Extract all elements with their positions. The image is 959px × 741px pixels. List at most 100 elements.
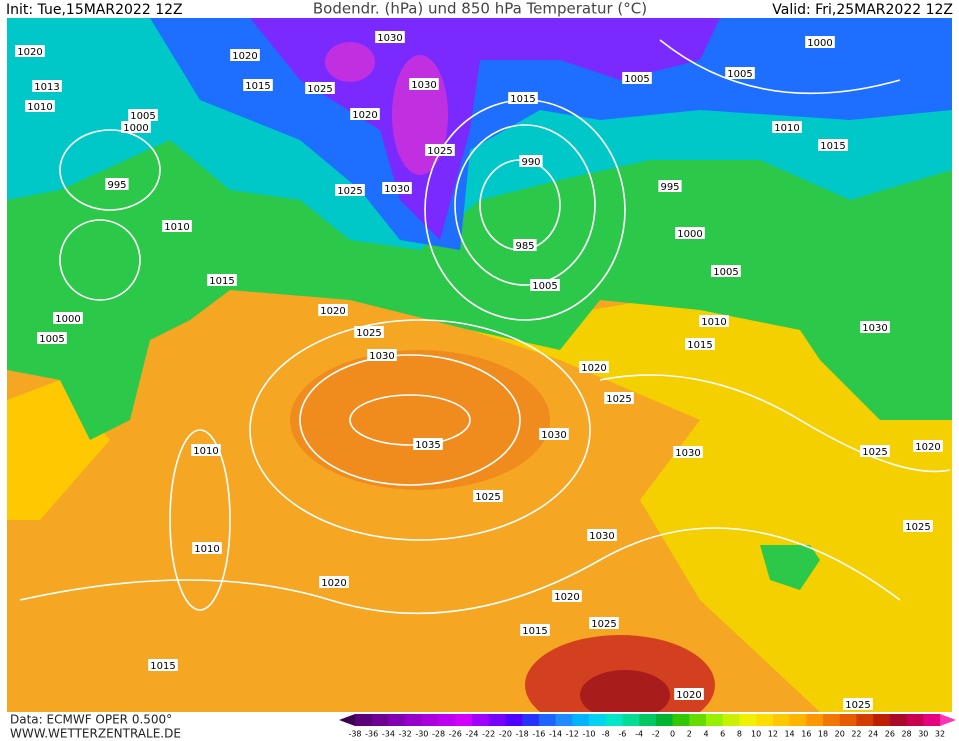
isobar-label-box	[725, 67, 755, 79]
field-coldest	[392, 55, 448, 175]
colorbar-swatch	[772, 714, 791, 726]
colorbar-tick-label: -6	[618, 730, 626, 739]
isobar-label-box	[685, 338, 715, 350]
isobar-label: 1020	[581, 363, 606, 374]
colorbar-swatch	[421, 714, 440, 726]
isobar-label-box	[604, 392, 634, 404]
isobar-label-box	[903, 520, 933, 532]
colorbar-swatch	[355, 714, 373, 726]
isobar-label-box	[520, 624, 550, 636]
isobar-label: 1010	[193, 446, 218, 457]
isobar-label-box	[587, 529, 617, 541]
isobar-label: 1010	[27, 102, 52, 113]
isobar-label: 1005	[532, 281, 557, 292]
isobar	[59, 219, 141, 301]
isobar-label: 1020	[320, 306, 345, 317]
colorbar-tick-label: 20	[835, 730, 845, 739]
isobar-label-box	[15, 45, 45, 57]
isobar-label: 1015	[522, 626, 547, 637]
isobar-label: 1025	[307, 84, 332, 95]
colorbar-tick-label: -28	[432, 730, 445, 739]
colorbar-tick-label: 16	[801, 730, 811, 739]
colorbar-tick-label: 6	[720, 730, 725, 739]
field-cool	[7, 120, 952, 440]
isobar-label-box	[913, 440, 943, 452]
colorbar-swatch	[789, 714, 807, 726]
colorbar-tick-label: 10	[751, 730, 761, 739]
colorbar-swatch	[505, 714, 523, 726]
isobar-label-box	[413, 438, 443, 450]
isobar-label: 1030	[589, 531, 614, 542]
isobar-label-box	[375, 31, 405, 43]
colorbar-tick-label: -4	[635, 730, 643, 739]
colorbar-tick-label: 22	[851, 730, 861, 739]
colorbar-tick-label: 14	[784, 730, 794, 739]
isobar-label: 1030	[411, 80, 436, 91]
isobar-label: 1030	[675, 448, 700, 459]
isobar-label: 985	[515, 241, 534, 252]
colorbar-swatch	[806, 714, 824, 726]
colorbar: -38 -36 -34 -32 -30 -28 -26 -24 -22 -20 -18 -16 -14-…	[339, 714, 956, 739]
isobar-label: 1020	[352, 110, 377, 121]
colorbar-tick-label: 26	[885, 730, 895, 739]
isobar-label: 1010	[164, 222, 189, 233]
colorbar-swatch	[639, 714, 657, 726]
isobar-label-box	[25, 100, 55, 112]
isobar-label-box	[589, 617, 619, 629]
isobar	[349, 394, 471, 446]
isobar-label: 1020	[232, 51, 257, 62]
colorbar-tick-label: -10	[582, 730, 595, 739]
isobar-label: 1025	[356, 328, 381, 339]
isobar	[659, 39, 901, 95]
isobar-label-box	[805, 36, 835, 48]
colorbar-tick-label: -24	[465, 730, 478, 739]
colorbar-swatch	[472, 714, 490, 726]
colorbar-swatch	[555, 714, 573, 726]
colorbar-tick-label: 2	[687, 730, 692, 739]
isobar-label: 1015	[820, 141, 845, 152]
colorbar-tick-label: -26	[449, 730, 462, 739]
colorbar-swatch	[906, 714, 924, 726]
colorbar-tick-label: 24	[868, 730, 878, 739]
isobar-label-box	[860, 321, 890, 333]
isobar-label: 1010	[194, 544, 219, 555]
isobar-label: 1030	[541, 430, 566, 441]
isobar-label-box	[350, 108, 380, 120]
colorbar-end	[339, 714, 355, 726]
isobar-label: 1000	[807, 38, 832, 49]
colorbar-swatch	[655, 714, 674, 726]
isobar-label: 1015	[209, 276, 234, 287]
isobar-label-box	[658, 180, 682, 192]
isobar-label: 1000	[123, 123, 148, 134]
colorbar-swatch	[706, 714, 724, 726]
isobar-label: 1010	[701, 317, 726, 328]
isobar-label: 1025	[591, 619, 616, 630]
isobar-label: 1030	[862, 323, 887, 334]
isobar-label-box	[772, 121, 802, 133]
isobar-label-box	[552, 590, 582, 602]
isobar-label-box	[513, 239, 537, 251]
isobar-label-box	[699, 315, 729, 327]
isobar-label-box	[674, 688, 704, 700]
isobar-label-box	[425, 144, 455, 156]
colorbar-tick-label: 30	[918, 730, 928, 739]
map-title: Bodendr. (hPa) und 850 hPa Temperatur (°…	[313, 0, 647, 18]
isobar-label-box	[579, 361, 609, 373]
isobar-label-box	[673, 446, 703, 458]
temperature-field	[7, 18, 952, 735]
isobar-label-box	[207, 274, 237, 286]
isobar-label: 1025	[606, 394, 631, 405]
colorbar-swatch	[405, 714, 423, 726]
isobar-label-box	[319, 576, 349, 588]
isobar-label-box	[409, 78, 439, 90]
isobar-label-box	[382, 182, 412, 194]
isobar-label: 1020	[915, 442, 940, 453]
isobar	[299, 354, 521, 486]
colorbar-swatch	[856, 714, 874, 726]
header-bar	[0, 0, 959, 18]
isobar-label: 1020	[554, 592, 579, 603]
isobar-label: 1005	[624, 74, 649, 85]
isobar-label: 1030	[377, 33, 402, 44]
isobar-label-box	[711, 265, 741, 277]
colorbar-swatch	[889, 714, 908, 726]
